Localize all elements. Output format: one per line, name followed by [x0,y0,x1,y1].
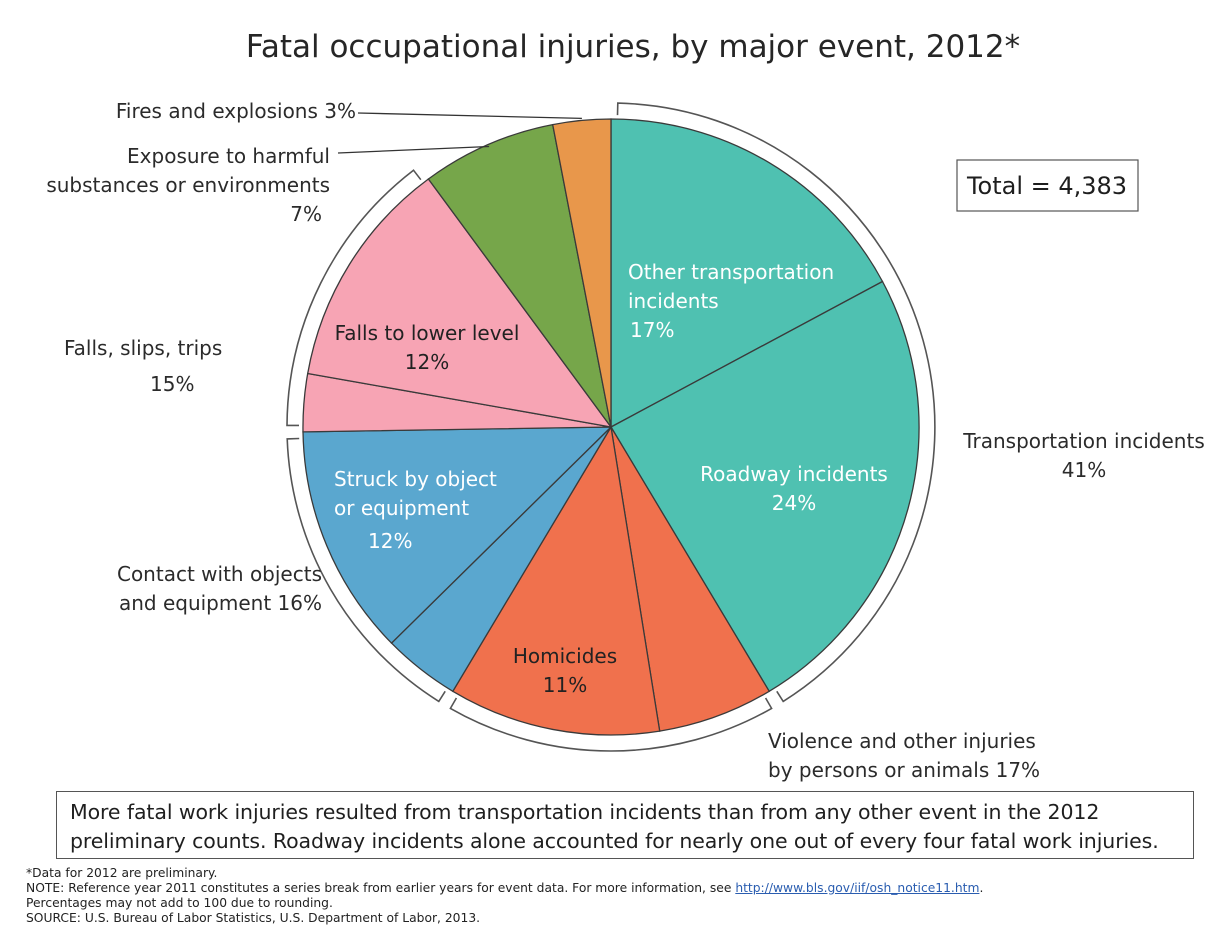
slice-label: Roadway incidents 24% [700,462,888,515]
slice-other-transportation-incidents [610,118,884,429]
slice-violence-other- [610,426,771,732]
slice-labels: Other transportation incidents 17% Roadway … [334,260,888,697]
summary-note-line: More fatal work injuries resulted from t… [70,800,1100,824]
group-bracket [286,169,422,427]
leader-fires [357,112,582,120]
chart-title: Fatal occupational injuries, by major ev… [246,29,1020,65]
group-label: Contact with objects and equipment 16% [117,562,322,615]
slice-struck-by-object-or-equipment [302,426,613,645]
group-label: Transportation incidents 41% [962,429,1205,482]
slice-label: Falls to lower level 12% [335,321,520,374]
group-bracket [286,437,446,703]
footnotes: *Data for 2012 are preliminary. NOTE: Re… [26,866,1206,926]
total-box: Total = 4,383 [956,159,1139,212]
slice-roadway-incidents [610,280,920,693]
group-label: Violence and other injuries by persons or… [768,729,1040,782]
summary-note: More fatal work injuries resulted from t… [56,791,1194,859]
group-label: Falls, slips, trips 15% [64,336,222,396]
slice-homicides [451,425,661,736]
slice-exposure-to-harmful-substances-or-environments [427,123,612,428]
group-label: Exposure to harmful substances or environ… [46,144,330,226]
slice-falls-to-lower-level [306,178,613,428]
group-labels: Transportation incidents 41% Violence and … [46,99,1204,782]
pie-slices [302,118,920,736]
group-bracket [616,102,936,703]
leader-exposure [337,145,490,154]
slice-label: Other transportation incidents 17% [628,260,834,342]
notice-link[interactable]: http://www.bls.gov/iif/osh_notice11.htm [735,881,980,895]
footnote-note-end: . [979,881,984,895]
total-label: Total = 4,383 [966,172,1127,200]
footnote-preliminary: *Data for 2012 are preliminary. [26,866,218,880]
footnote-source: SOURCE: U.S. Bureau of Labor Statistics,… [26,911,481,925]
slice-label: Homicides 11% [513,644,617,697]
slice-fires-and-explosions [551,118,612,428]
group-brackets [286,102,936,752]
slice-label: Struck by object or equipment 12% [334,467,497,553]
footnote-note-text: NOTE: Reference year 2011 constitutes a … [26,881,736,895]
group-bracket [449,697,773,752]
group-label: Fires and explosions 3% [116,99,356,123]
summary-note-line: preliminary counts. Roadway incidents al… [70,829,1159,853]
footnote-rounding: Percentages may not add to 100 due to ro… [26,896,333,910]
leader-lines [337,112,582,154]
footnote-note: NOTE: Reference year 2011 constitutes a … [26,881,1206,896]
